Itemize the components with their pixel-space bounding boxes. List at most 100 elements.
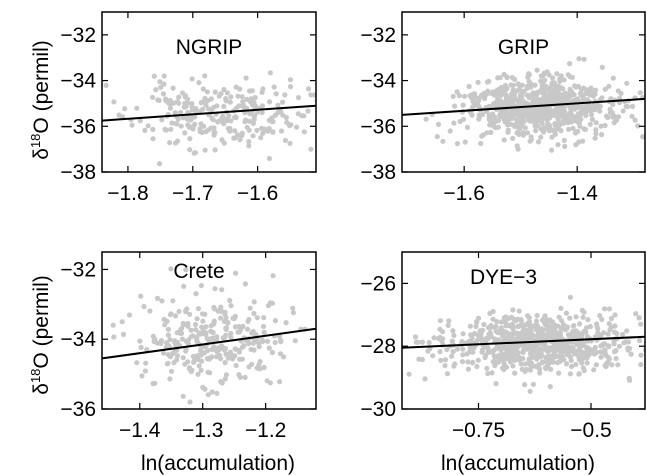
data-point xyxy=(230,356,236,362)
data-point xyxy=(269,115,275,121)
data-point xyxy=(233,362,239,369)
data-point xyxy=(530,381,537,387)
data-point xyxy=(174,138,181,144)
data-point xyxy=(462,139,468,145)
data-point xyxy=(406,371,412,377)
data-point xyxy=(524,100,530,106)
data-point xyxy=(560,322,567,328)
data-point xyxy=(558,344,565,350)
data-point xyxy=(522,382,528,388)
data-point xyxy=(188,327,194,333)
data-point xyxy=(510,307,516,313)
axes-box xyxy=(401,251,646,410)
data-point xyxy=(585,317,591,323)
data-point xyxy=(168,368,175,374)
data-point xyxy=(584,97,590,103)
data-point xyxy=(200,384,206,390)
data-point xyxy=(143,360,149,366)
data-point xyxy=(592,135,598,141)
scatter-points xyxy=(423,56,645,153)
data-point xyxy=(479,347,486,353)
data-point xyxy=(537,370,543,376)
data-point xyxy=(198,283,204,289)
data-point xyxy=(573,361,579,368)
data-point xyxy=(504,353,510,359)
data-point xyxy=(554,71,560,77)
data-point xyxy=(451,120,457,126)
data-point xyxy=(495,118,501,124)
y-tick-label: −36 xyxy=(60,115,96,138)
data-point xyxy=(437,349,443,355)
data-point xyxy=(524,92,530,98)
data-point xyxy=(538,126,544,132)
data-point xyxy=(543,94,549,100)
data-point xyxy=(620,108,626,114)
data-point xyxy=(469,360,476,366)
data-point xyxy=(334,111,339,116)
data-point xyxy=(505,127,511,133)
data-point xyxy=(588,112,595,118)
data-point xyxy=(290,310,296,316)
data-point xyxy=(571,91,577,98)
data-point xyxy=(598,349,604,355)
data-point xyxy=(567,294,574,300)
data-point xyxy=(212,89,218,95)
data-point xyxy=(624,80,630,86)
data-point xyxy=(160,91,166,97)
data-point xyxy=(256,362,262,368)
data-point xyxy=(169,120,175,126)
data-point xyxy=(612,312,618,318)
data-point xyxy=(423,116,429,122)
data-point xyxy=(553,330,559,336)
data-point xyxy=(434,134,440,140)
data-point xyxy=(587,121,593,127)
data-point xyxy=(161,73,167,79)
data-point xyxy=(478,92,484,98)
data-point xyxy=(244,124,250,130)
data-point xyxy=(214,349,220,355)
data-point xyxy=(569,363,575,370)
data-point xyxy=(167,140,173,146)
data-point xyxy=(222,360,228,366)
data-point xyxy=(546,109,553,115)
data-point xyxy=(158,84,164,90)
y-tick-label: −34 xyxy=(360,70,396,93)
data-point xyxy=(187,136,193,142)
data-point xyxy=(270,129,276,135)
data-point xyxy=(305,86,312,92)
data-point xyxy=(256,344,262,350)
data-point xyxy=(233,270,239,276)
data-point xyxy=(153,87,159,93)
data-point xyxy=(198,352,204,358)
data-point xyxy=(233,346,239,352)
data-point xyxy=(450,93,456,99)
data-point xyxy=(137,338,143,344)
data-point xyxy=(556,370,562,376)
data-point xyxy=(611,120,617,126)
data-point xyxy=(445,322,451,328)
data-point xyxy=(592,107,598,113)
data-point xyxy=(508,314,515,320)
data-point xyxy=(561,357,567,363)
data-point xyxy=(497,114,503,120)
data-point xyxy=(568,357,574,364)
data-point xyxy=(236,103,242,109)
data-point xyxy=(187,147,193,153)
data-point xyxy=(444,371,451,377)
data-point xyxy=(469,335,475,341)
data-point xyxy=(482,92,488,98)
data-point xyxy=(450,349,456,355)
data-point xyxy=(111,334,117,340)
data-point xyxy=(520,324,527,330)
data-point xyxy=(178,123,184,129)
data-point xyxy=(138,344,144,350)
data-point xyxy=(640,134,645,140)
data-point xyxy=(465,366,471,372)
data-point xyxy=(492,363,498,369)
data-point xyxy=(225,355,231,361)
data-point xyxy=(579,87,585,93)
data-point xyxy=(159,298,165,304)
data-point xyxy=(545,125,552,131)
data-point xyxy=(168,126,174,132)
data-point xyxy=(530,91,536,97)
